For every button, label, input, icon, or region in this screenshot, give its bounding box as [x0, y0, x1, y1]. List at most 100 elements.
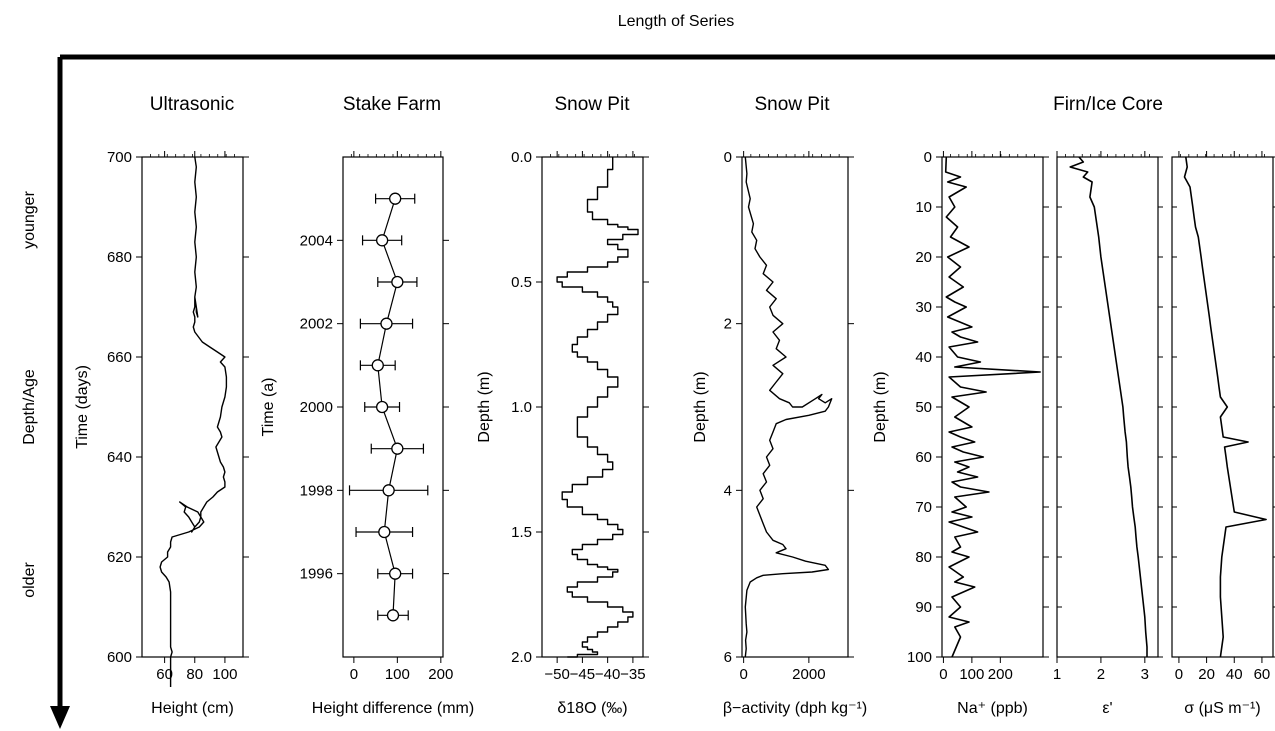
- x-tick-label: 40: [1226, 666, 1243, 683]
- y-tick-label: 100: [907, 649, 932, 666]
- data-point: [386, 609, 400, 622]
- x-axis-label: δ18O (‰): [557, 700, 627, 717]
- plot-frame: [1056, 156, 1159, 658]
- x-tick-label: 1: [1053, 666, 1061, 683]
- y-tick-label: 4: [724, 482, 732, 499]
- data-point: [375, 400, 389, 414]
- x-tick-label: 60: [156, 666, 173, 683]
- x-tick-label: 20: [1198, 666, 1215, 683]
- side-label-younger: younger: [21, 190, 38, 248]
- x-tick-label: 100: [212, 666, 237, 683]
- x-tick-label: 0: [939, 666, 947, 683]
- y-tick-label: 30: [915, 299, 932, 316]
- y-tick-label: 2002: [300, 316, 333, 333]
- panel-core-eps: 1 2 3 ε': [1053, 151, 1163, 717]
- y-tick-label: 80: [915, 549, 932, 566]
- x-axis-label: Na⁺ (ppb): [957, 700, 1028, 717]
- y-tick-label: 20: [915, 249, 932, 266]
- y-tick-label: 620: [107, 549, 132, 566]
- y-tick-label: 1998: [300, 482, 333, 499]
- y-tick-label: 40: [915, 349, 932, 366]
- data-point: [378, 525, 391, 539]
- data-point: [391, 275, 404, 289]
- panel-title: Stake Farm: [343, 94, 441, 115]
- y-tick-label: 2.0: [511, 649, 532, 666]
- series-line: [1069, 156, 1148, 657]
- y-tick-label: 0.0: [511, 149, 532, 166]
- y-tick-label: 680: [107, 249, 132, 266]
- length-of-series-label: Length of Series: [618, 13, 735, 30]
- y-tick-label: 0.5: [511, 274, 532, 291]
- depth-age-arrowhead: [50, 706, 70, 729]
- y-tick-label: 1996: [300, 566, 333, 583]
- panel-title: Snow Pit: [555, 94, 631, 115]
- x-tick-label: 0: [350, 666, 358, 683]
- y-tick-label: 2000: [300, 399, 333, 416]
- plot-frame: [141, 156, 244, 658]
- y-tick-label: 0: [724, 149, 732, 166]
- series-line: [944, 156, 1041, 658]
- y-tick-label: 2: [724, 316, 732, 333]
- y-axis-label: Depth (m): [476, 371, 493, 442]
- data-point: [375, 234, 389, 247]
- y-axis-label: Depth (m): [692, 371, 709, 442]
- y-tick-label: 2004: [300, 232, 333, 249]
- series-line: [744, 156, 833, 658]
- x-tick-label: 0: [739, 666, 747, 683]
- panel-ultrasonic: Ultrasonic 60 80 100 600 620 640 660 680 700 Heigh…: [74, 94, 249, 717]
- panel-title: Snow Pit: [755, 94, 831, 115]
- panel-title: Ultrasonic: [150, 94, 234, 115]
- x-tick-label: 100: [385, 666, 410, 683]
- x-tick-label: −35: [620, 666, 645, 683]
- y-tick-label: 60: [915, 449, 932, 466]
- panel-snow-pit-d18o: Snow Pit −50 −45 −40 −35 0.0 0.5 1.0 1.5 2.0 δ18O …: [476, 94, 649, 717]
- x-tick-label: 3: [1141, 666, 1149, 683]
- panel-snow-pit-beta: Snow Pit 0 2000 0 2 4 6 β−activity (dph kg⁻¹) De…: [692, 94, 867, 717]
- side-label-depth-age: Depth/Age: [21, 369, 38, 445]
- x-tick-label: 200: [988, 666, 1013, 683]
- plot-frame: [1171, 156, 1274, 658]
- data-point: [389, 192, 402, 205]
- y-axis-label: Time (days): [74, 365, 91, 449]
- data-point: [371, 359, 384, 372]
- x-tick-label: 100: [959, 666, 984, 683]
- y-axis-label: Time (a): [260, 378, 277, 437]
- series-line: [1183, 156, 1267, 658]
- x-axis-label: β−activity (dph kg⁻¹): [723, 700, 867, 717]
- y-tick-label: 600: [107, 649, 132, 666]
- x-axis-label: σ (μS m⁻¹): [1184, 700, 1260, 717]
- series-line: [556, 157, 639, 658]
- y-tick-label: 90: [915, 599, 932, 616]
- x-tick-label: 80: [186, 666, 203, 683]
- x-tick-label: 60: [1254, 666, 1271, 683]
- x-tick-label: 0: [1175, 666, 1183, 683]
- y-tick-label: 700: [107, 149, 132, 166]
- data-point: [380, 317, 393, 330]
- y-tick-label: 1.5: [511, 524, 532, 541]
- y-tick-label: 0: [924, 149, 932, 166]
- x-tick-label: −50: [544, 666, 569, 683]
- y-tick-label: 50: [915, 399, 932, 416]
- data-point: [391, 442, 404, 455]
- y-tick-label: 10: [915, 199, 932, 216]
- x-tick-label: 200: [428, 666, 453, 683]
- data-point: [382, 484, 395, 497]
- y-tick-label: 660: [107, 349, 132, 366]
- y-tick-label: 6: [724, 649, 732, 666]
- y-tick-label: 640: [107, 449, 132, 466]
- x-tick-label: −40: [595, 666, 620, 683]
- panel-stake-farm: Stake Farm 0 100 200 1996 1998 2000 2002 2004 Hei…: [260, 94, 474, 717]
- series-line: [159, 156, 228, 687]
- x-axis-label: Height difference (mm): [312, 700, 474, 717]
- x-axis-label: ε': [1102, 700, 1112, 717]
- y-axis-label: Depth (m): [872, 371, 889, 442]
- x-tick-label: 2000: [792, 666, 825, 683]
- y-tick-label: 1.0: [511, 399, 532, 416]
- y-tick-label: 70: [915, 499, 932, 516]
- panel-core-sigma: 0 20 40 60 σ (μS m⁻¹): [1171, 151, 1275, 717]
- x-axis-label: Height (cm): [151, 700, 234, 717]
- x-tick-label: 2: [1097, 666, 1105, 683]
- firn-ice-core-title: Firn/Ice Core: [1053, 94, 1163, 115]
